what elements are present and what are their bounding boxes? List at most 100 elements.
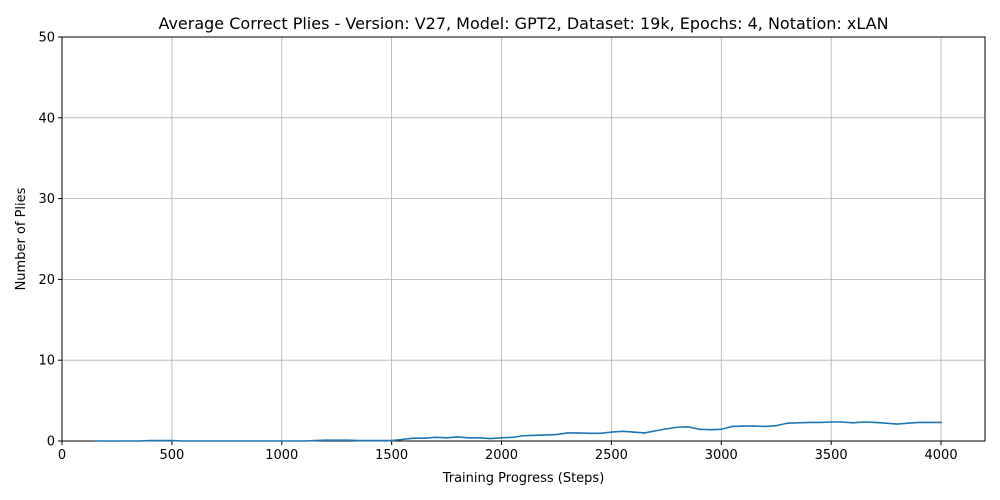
- data-point: [412, 437, 415, 439]
- data-point: [456, 436, 459, 438]
- data-point: [116, 440, 118, 442]
- data-point: [171, 439, 173, 442]
- ticks-layer: 0 500 1000 1500 2000 2500 3000 3500 4000 0 10 20 30 4…: [38, 31, 957, 464]
- y-tick-label: 10: [38, 354, 55, 369]
- data-point: [357, 439, 360, 442]
- data-point: [863, 421, 865, 423]
- data-point: [226, 440, 228, 442]
- data-point: [138, 440, 140, 442]
- data-point: [566, 432, 569, 434]
- y-tick-label: 40: [38, 111, 55, 126]
- data-point: [720, 428, 723, 431]
- grid-layer: [61, 36, 985, 442]
- plot-frame: [61, 36, 986, 442]
- data-point: [215, 440, 217, 442]
- data-point: [918, 421, 920, 424]
- y-tick-label: 30: [38, 192, 55, 207]
- data-point: [885, 422, 887, 425]
- data-point: [401, 438, 404, 441]
- data-point: [247, 440, 250, 442]
- data-point: [445, 436, 448, 439]
- data-point: [94, 440, 96, 442]
- data-point: [434, 436, 437, 439]
- data-point: [874, 421, 876, 424]
- data-point: [698, 428, 701, 431]
- data-point: [302, 440, 305, 442]
- x-tick-label: 2500: [595, 448, 628, 463]
- data-point: [632, 431, 635, 433]
- data-point: [269, 440, 272, 442]
- x-tick-label: 3000: [705, 448, 738, 463]
- x-tick-label: 1500: [375, 448, 408, 463]
- x-tick-label: 4000: [925, 448, 958, 463]
- data-point: [105, 440, 107, 442]
- data-point: [896, 423, 898, 425]
- data-point: [742, 425, 745, 427]
- data-point: [511, 436, 514, 439]
- data-point: [335, 439, 338, 441]
- data-point: [797, 422, 800, 424]
- x-tick-label: 2000: [485, 448, 518, 463]
- data-point: [665, 428, 668, 430]
- data-point: [731, 425, 734, 428]
- data-point: [291, 440, 294, 442]
- data-point: [940, 421, 942, 424]
- data-point: [830, 421, 832, 423]
- data-point: [489, 437, 492, 440]
- data-point: [621, 430, 624, 433]
- x-axis-label: Training Progress (Steps): [442, 471, 605, 486]
- data-point: [577, 432, 580, 434]
- data-point: [149, 439, 151, 442]
- y-tick-label: 50: [38, 31, 55, 46]
- data-point: [160, 439, 162, 442]
- x-tick-label: 3500: [815, 448, 848, 463]
- data-point: [588, 432, 591, 435]
- data-point: [687, 426, 690, 428]
- data-point: [786, 422, 789, 425]
- data-point: [280, 440, 283, 442]
- data-point: [753, 425, 756, 427]
- data-point: [907, 422, 909, 425]
- data-point: [313, 439, 316, 442]
- data-point: [775, 424, 778, 427]
- data-point: [258, 440, 261, 442]
- data-point: [500, 436, 503, 439]
- data-point: [193, 440, 195, 442]
- data-point: [204, 440, 206, 442]
- data-point: [676, 426, 679, 429]
- data-point: [808, 421, 810, 424]
- y-axis-label: Number of Plies: [14, 187, 29, 290]
- data-point: [929, 421, 931, 424]
- series-line: [94, 421, 942, 442]
- data-point: [324, 439, 327, 441]
- data-point: [467, 436, 470, 439]
- y-tick-label: 20: [38, 273, 55, 288]
- x-tick-label: 1000: [265, 448, 298, 463]
- data-point: [555, 433, 558, 436]
- chart-title: Average Correct Plies - Version: V27, Mo…: [158, 14, 888, 33]
- y-tick-label: 0: [47, 435, 55, 450]
- x-tick-label: 500: [159, 448, 184, 463]
- data-point: [379, 439, 382, 442]
- data-point: [819, 421, 821, 424]
- data-point: [237, 440, 239, 442]
- data-point: [610, 431, 613, 433]
- x-tick-label: 0: [58, 448, 66, 463]
- data-point: [841, 421, 843, 423]
- data-point: [522, 434, 525, 437]
- data-point: [643, 432, 646, 434]
- data-point: [654, 430, 657, 432]
- data-point: [709, 428, 712, 431]
- data-point: [478, 436, 481, 439]
- series-layer: [94, 421, 942, 442]
- data-point: [182, 440, 184, 442]
- data-point: [346, 439, 349, 441]
- data-point: [764, 425, 767, 428]
- data-point: [852, 422, 854, 424]
- data-point: [390, 439, 393, 442]
- data-point: [533, 434, 536, 437]
- data-point: [368, 439, 371, 442]
- data-point: [127, 440, 129, 442]
- data-point: [599, 432, 602, 435]
